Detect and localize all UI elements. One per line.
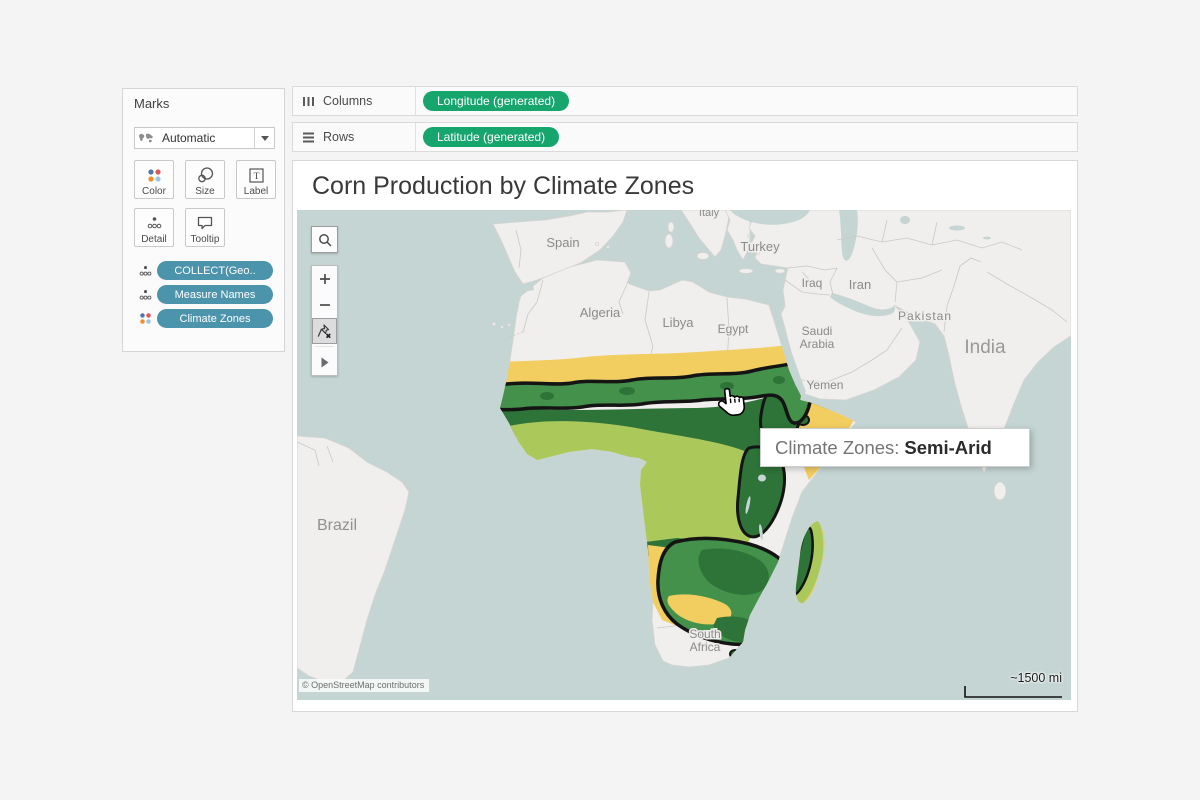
size-button[interactable]: Size	[185, 160, 225, 199]
rows-icon	[293, 131, 323, 144]
detail-dots-icon	[135, 209, 173, 234]
speech-bubble-icon	[186, 209, 224, 234]
hand-cursor-icon	[717, 386, 747, 425]
lake-issykkul	[983, 237, 991, 240]
mark-type-caret[interactable]	[254, 128, 274, 148]
zoom-in-button[interactable]	[312, 266, 337, 292]
detail-dots-icon	[133, 265, 157, 277]
map-zoom-controls	[311, 265, 338, 376]
map-tooltip: Climate Zones: Semi-Arid	[760, 428, 1030, 467]
label-algeria: Algeria	[580, 305, 621, 320]
columns-shelf[interactable]: Columns Longitude (generated)	[292, 86, 1078, 116]
scale-label: ~1500 mi	[1010, 671, 1062, 685]
label-turkey: Turkey	[740, 239, 780, 254]
shelf-separator	[415, 123, 416, 151]
tooltip-value: Semi-Arid	[904, 437, 991, 459]
mark-type-value: Automatic	[162, 131, 254, 145]
label-pakistan: Pakistan	[898, 309, 952, 323]
controls-divider	[315, 346, 334, 347]
chevron-down-icon	[261, 136, 269, 141]
label-saudi-1: Saudi	[802, 324, 833, 338]
island-crete	[739, 269, 753, 274]
sheet-title: Corn Production by Climate Zones	[312, 172, 694, 201]
label-south-africa-1: South	[689, 627, 720, 641]
label-south-africa-2: Africa	[690, 640, 721, 654]
label-egypt: Egypt	[718, 322, 749, 336]
pill-row-measure-names: Measure Names	[133, 285, 273, 304]
zoom-out-button[interactable]	[312, 292, 337, 318]
columns-shelf-label: Columns	[323, 94, 415, 108]
pill-latitude-generated[interactable]: Latitude (generated)	[423, 127, 559, 147]
svg-text:T: T	[253, 172, 259, 182]
island-cyprus	[775, 269, 785, 273]
pill-climate-zones[interactable]: Climate Zones	[157, 309, 273, 328]
pill-measure-names[interactable]: Measure Names	[157, 285, 273, 304]
tooltip-field-label: Climate Zones:	[775, 437, 899, 459]
rows-shelf-label: Rows	[323, 130, 415, 144]
island-corsica	[668, 222, 674, 232]
pill-collect-geo[interactable]: COLLECT(Geo..	[157, 261, 273, 280]
detail-button-label: Detail	[135, 234, 173, 245]
island-sicily	[697, 253, 709, 260]
color-dots-icon	[133, 312, 157, 325]
size-circles-icon	[186, 161, 224, 186]
color-button-label: Color	[135, 186, 173, 197]
pill-row-collect-geo: COLLECT(Geo..	[133, 261, 273, 280]
lake-balkhash	[949, 226, 965, 231]
tooltip-button-label: Tooltip	[186, 234, 224, 245]
map-scale: ~1500 mi	[953, 673, 1063, 699]
pill-row-climate-zones: Climate Zones	[133, 309, 273, 328]
map-mark-icon	[135, 133, 157, 144]
color-button[interactable]: Color	[134, 160, 174, 199]
shelf-separator	[415, 87, 416, 115]
label-brazil: Brazil	[317, 517, 357, 534]
mark-type-dropdown[interactable]: Automatic	[134, 127, 275, 149]
label-spain: Spain	[546, 235, 579, 250]
triangle-right-icon	[321, 357, 329, 368]
label-button-label: Label	[237, 186, 275, 197]
rows-shelf[interactable]: Rows Latitude (generated)	[292, 122, 1078, 152]
label-libya: Libya	[662, 315, 694, 330]
label-yemen: Yemen	[807, 378, 844, 392]
expand-tools-button[interactable]	[312, 349, 337, 375]
size-button-label: Size	[186, 186, 224, 197]
marks-panel: Marks Automatic Color Size T Label Detai…	[122, 88, 285, 352]
pill-longitude-generated[interactable]: Longitude (generated)	[423, 91, 569, 111]
detail-dots-icon	[133, 289, 157, 301]
map-canvas[interactable]: Spain Italy Turkey Iraq Iran Pakistan In…	[297, 210, 1071, 700]
pin-x-icon	[317, 324, 332, 339]
map-search-button[interactable]	[311, 226, 338, 253]
plus-icon	[319, 273, 331, 285]
island-srilanka	[994, 482, 1006, 500]
label-iran: Iran	[849, 277, 871, 292]
island-sardinia	[665, 234, 673, 248]
label-india: India	[964, 337, 1006, 358]
map-attribution: © OpenStreetMap contributors	[299, 679, 429, 692]
detail-button[interactable]: Detail	[134, 208, 174, 247]
columns-icon	[293, 95, 323, 108]
marks-panel-title: Marks	[134, 96, 169, 111]
lake-aral	[900, 216, 910, 224]
label-T-icon: T	[237, 161, 275, 186]
label-button[interactable]: T Label	[236, 160, 276, 199]
label-saudi-2: Arabia	[800, 337, 835, 351]
color-dots-icon	[135, 161, 173, 186]
label-iraq: Iraq	[802, 276, 823, 290]
label-italy: Italy	[699, 210, 720, 219]
pin-toggle-button[interactable]	[312, 318, 337, 344]
minus-icon	[319, 299, 331, 311]
tooltip-button[interactable]: Tooltip	[185, 208, 225, 247]
search-icon	[318, 233, 332, 247]
